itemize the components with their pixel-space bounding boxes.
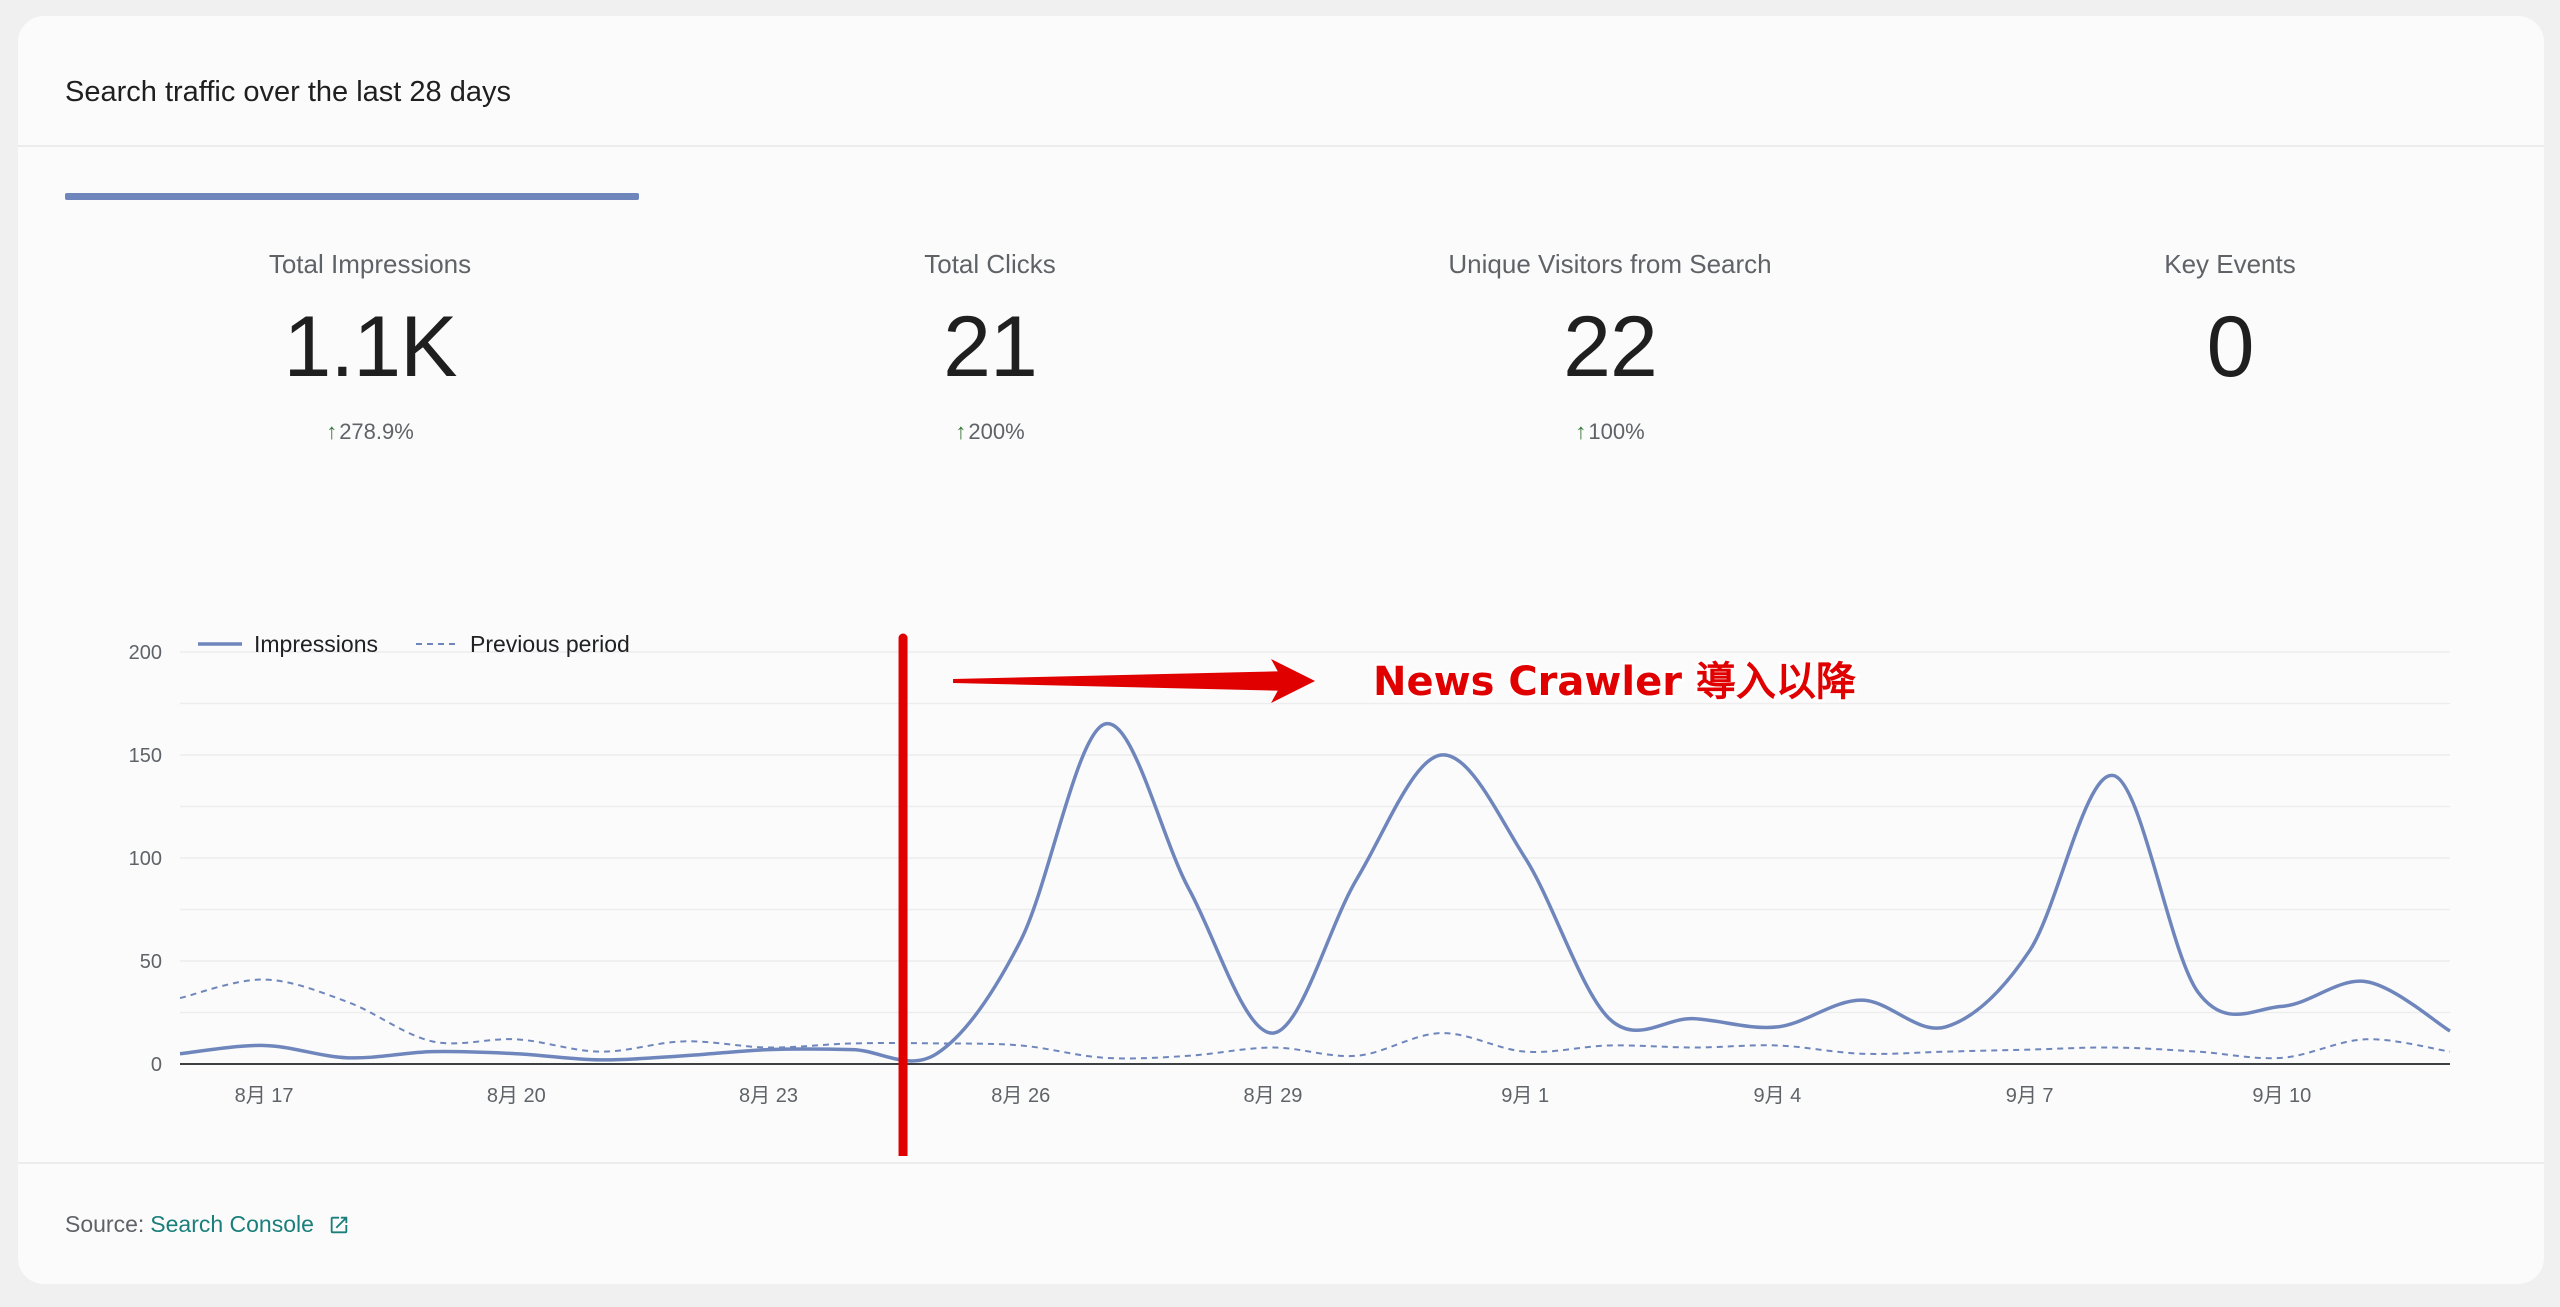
metric-label: Unique Visitors from Search	[1448, 249, 1772, 279]
y-tick-label: 50	[140, 951, 162, 973]
metric-delta: ↑200%	[680, 418, 1300, 446]
series-line-previous-period	[179, 978, 2451, 1060]
legend-label-impressions: Impressions	[254, 631, 378, 657]
header-divider	[18, 145, 2544, 147]
metric-value: 0	[2206, 299, 2255, 395]
search-traffic-card: Search traffic over the last 28 days Tot…	[18, 16, 2544, 1284]
annotation-label: News Crawler 導入以降	[1373, 659, 1856, 705]
x-tick-label: 8月 20	[487, 1085, 546, 1107]
legend-label-previous-period: Previous period	[470, 631, 630, 657]
metric-total-clicks[interactable]: Total Clicks 21 ↑200%	[680, 244, 1300, 446]
arrow-up-icon: ↑	[326, 419, 338, 444]
external-link-icon[interactable]	[328, 1214, 350, 1236]
x-tick-label: 8月 17	[235, 1085, 294, 1107]
selected-metric-indicator	[65, 193, 639, 200]
metric-delta-value: 100%	[1588, 419, 1645, 444]
metric-total-impressions[interactable]: Total Impressions 1.1K ↑278.9%	[60, 244, 680, 446]
metric-value: 1.1K	[283, 299, 458, 395]
metric-label: Key Events	[2164, 249, 2296, 279]
source-label: Source:	[65, 1211, 145, 1237]
x-tick-label: 8月 29	[1243, 1085, 1302, 1107]
arrow-up-icon: ↑	[1575, 419, 1587, 444]
x-tick-label: 9月 10	[2252, 1085, 2311, 1107]
search-console-link[interactable]: Search Console	[150, 1211, 314, 1237]
series-line-impressions	[179, 722, 2451, 1063]
y-tick-label: 0	[151, 1054, 162, 1076]
y-tick-label: 200	[129, 642, 162, 664]
x-tick-label: 8月 23	[739, 1085, 798, 1107]
footer-divider	[18, 1162, 2544, 1164]
x-tick-label: 8月 26	[991, 1085, 1050, 1107]
metric-value: 22	[1563, 299, 1658, 395]
metric-delta-value: 278.9%	[339, 419, 414, 444]
x-tick-label: 9月 7	[2006, 1085, 2054, 1107]
metric-delta: ↑100%	[1300, 418, 1920, 446]
card-title: Search traffic over the last 28 days	[65, 76, 511, 108]
y-tick-label: 150	[129, 745, 162, 767]
metric-delta: ↑278.9%	[60, 418, 680, 446]
impressions-line-chart: 0 50 100 150 200 8月 17 8月 20 8月 23 8月 26 8月 29 9月 …	[129, 631, 2451, 1156]
arrow-up-icon: ↑	[955, 419, 967, 444]
annotation-arrow-head	[1271, 659, 1316, 703]
metric-label: Total Clicks	[924, 249, 1056, 279]
metric-delta-value: 200%	[968, 419, 1025, 444]
annotation-arrow-shaft	[953, 671, 1294, 691]
x-tick-label: 9月 1	[1501, 1085, 1549, 1107]
metric-value: 21	[943, 299, 1038, 395]
metric-key-events[interactable]: Key Events 0	[1920, 244, 2540, 392]
source-footer: Source: Search Console	[65, 1211, 350, 1238]
y-tick-label: 100	[129, 848, 162, 870]
x-tick-label: 9月 4	[1754, 1085, 1802, 1107]
metric-unique-visitors[interactable]: Unique Visitors from Search 22 ↑100%	[1300, 244, 1920, 446]
metric-label: Total Impressions	[268, 249, 472, 279]
